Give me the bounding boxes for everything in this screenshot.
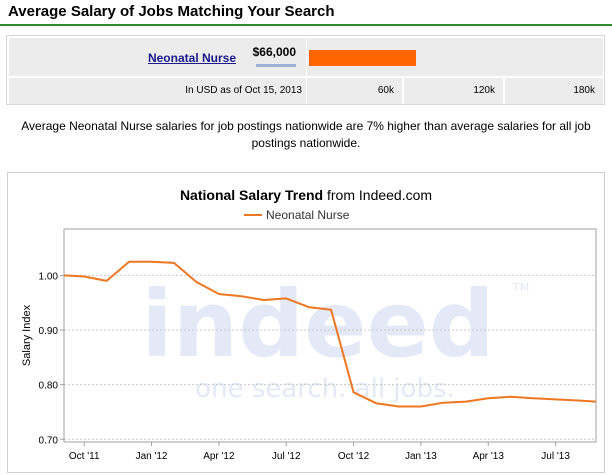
x-tick-label: Oct '12 (338, 451, 370, 462)
grid-lines (64, 274, 596, 440)
page-header: Average Salary of Jobs Matching Your Sea… (0, 0, 612, 26)
salary-underline (256, 64, 296, 67)
y-tick-label: 1.00 (39, 271, 59, 282)
y-tick-label: 0.80 (39, 381, 59, 392)
salary-summary: Average Neonatal Nurse salaries for job … (21, 119, 591, 150)
y-tick-label: 0.70 (39, 435, 59, 446)
x-tick-label: Oct '11 (69, 451, 100, 462)
scale-cell-120k: 120k (404, 78, 503, 104)
salary-trend-chart: National Salary Trend from Indeed.com Ne… (7, 172, 605, 473)
scale-tick-180k: 180k (573, 85, 595, 96)
series-line-neonatal-nurse (63, 260, 597, 408)
indeed-watermark: indeed one search. all jobs. TM (141, 271, 529, 404)
x-tick-label: Apr '12 (203, 451, 235, 462)
scale-cell-60k: 60k (307, 78, 402, 104)
salary-label-cell: Neonatal Nurse $66,000 (9, 38, 306, 76)
page-title: Average Salary of Jobs Matching Your Sea… (8, 3, 335, 20)
watermark-tagline: one search. all jobs. (195, 374, 455, 404)
watermark-logo: indeed (141, 271, 495, 378)
job-title-link[interactable]: Neonatal Nurse (147, 51, 236, 65)
x-tick-label: Jul '12 (272, 451, 301, 462)
x-axis-ticks: Oct '11 Jan '12 Apr '12 Jul '12 Oct '12 Jan '… (69, 442, 570, 462)
scale-cell-180k: 180k (505, 78, 603, 104)
x-tick-label: Jul '13 (541, 451, 570, 462)
salary-amount: $66,000 (252, 45, 296, 59)
chart-svg: National Salary Trend from Indeed.com Ne… (21, 187, 597, 462)
watermark-tm: TM (512, 281, 529, 294)
x-tick-label: Apr '13 (473, 451, 505, 462)
salary-bar-cell (307, 38, 603, 76)
date-note-cell: In USD as of Oct 15, 2013 (9, 78, 306, 104)
scale-tick-60k: 60k (377, 85, 394, 96)
x-tick-label: Jan '13 (405, 451, 437, 462)
y-tick-label: 0.90 (39, 326, 59, 337)
x-tick-label: Jan '12 (136, 451, 168, 462)
scale-tick-120k: 120k (473, 85, 495, 96)
plot-frame (63, 228, 597, 443)
legend-label: Neonatal Nurse (266, 208, 350, 222)
date-note: In USD as of Oct 15, 2013 (185, 85, 302, 96)
y-axis-label: Salary Index (21, 304, 33, 366)
salary-bar (309, 50, 416, 66)
salary-table: Neonatal Nurse $66,000 In USD as of Oct … (6, 35, 605, 105)
y-axis-ticks: 0.70 0.80 0.90 1.00 (39, 271, 64, 446)
chart-title: National Salary Trend from Indeed.com (180, 187, 432, 203)
